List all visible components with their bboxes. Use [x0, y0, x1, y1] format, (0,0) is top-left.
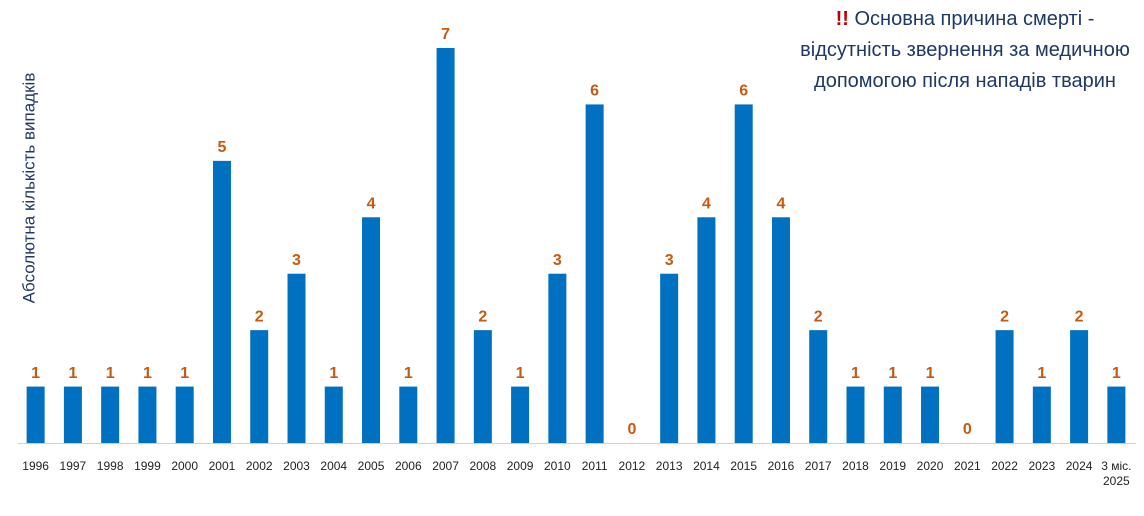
bar: [26, 386, 45, 443]
x-tick-label: 2006: [394, 459, 422, 473]
x-tick-label: 2005: [357, 459, 385, 473]
x-tick-label: 2019: [879, 459, 907, 473]
bar: [436, 48, 455, 443]
x-tick-label: 2014: [693, 459, 720, 473]
bar: [548, 273, 567, 443]
x-tick-label: 2003: [283, 459, 310, 473]
x-tick-label: 2001: [208, 459, 236, 473]
bar: [660, 273, 679, 443]
value-label: 1: [516, 365, 525, 382]
x-tick-label: 2010: [544, 459, 571, 473]
value-label: 2: [1000, 308, 1009, 325]
bar: [63, 386, 82, 443]
x-tick-label: 2024: [1065, 459, 1093, 473]
bar: [697, 217, 716, 443]
x-tick-label: 1997: [59, 459, 87, 473]
value-label: 4: [777, 196, 786, 213]
bar: [846, 386, 865, 443]
bar: [921, 386, 940, 443]
bar: [175, 386, 194, 443]
value-label: 1: [106, 365, 115, 382]
bar: [585, 104, 604, 443]
bar: [883, 386, 902, 443]
value-label: 5: [218, 139, 227, 156]
x-tick-label: 2012: [618, 459, 646, 473]
value-label: 1: [888, 365, 897, 382]
value-label: 4: [702, 196, 711, 213]
bar: [324, 386, 343, 443]
value-label: 1: [926, 365, 935, 382]
value-label: 2: [814, 308, 823, 325]
bar: [995, 330, 1014, 443]
x-tick-label: 2017: [804, 459, 832, 473]
bar: [1032, 386, 1051, 443]
bar: [250, 330, 269, 443]
x-tick-label: 2018: [842, 459, 869, 473]
value-label: 0: [963, 421, 972, 438]
value-label: 6: [590, 83, 599, 100]
annotation-marker: !!: [835, 8, 849, 30]
x-tick-label: 2013: [655, 459, 683, 473]
x-tick-label: 3 міс. 2025: [1101, 459, 1132, 488]
value-label: 0: [627, 421, 636, 438]
x-tick-label: 1996: [22, 459, 49, 473]
value-label: 1: [68, 365, 77, 382]
value-label: 1: [1112, 365, 1121, 382]
annotation: !! Основна причина смерті - відсутність …: [800, 4, 1130, 97]
x-tick-label: 2008: [469, 459, 497, 473]
value-label: 1: [404, 365, 413, 382]
x-tick-label: 2011: [581, 459, 608, 473]
bar: [511, 386, 530, 443]
value-label: 1: [851, 365, 860, 382]
bar: [287, 273, 306, 443]
value-label: 2: [478, 308, 487, 325]
value-label: 3: [665, 252, 674, 269]
bar: [734, 104, 753, 443]
x-tick-label: 2020: [916, 459, 944, 473]
value-label: 7: [441, 26, 450, 43]
y-axis-label: Абсолютна кількість випадків: [19, 73, 38, 304]
value-label: 3: [292, 252, 301, 269]
bar: [1107, 386, 1126, 443]
value-label: 2: [1075, 308, 1084, 325]
bar: [771, 217, 790, 443]
value-label: 3: [553, 252, 562, 269]
x-tick-label: 2009: [506, 459, 534, 473]
x-tick-label: 2023: [1028, 459, 1056, 473]
value-label: 4: [367, 196, 376, 213]
x-tick-label: 2016: [767, 459, 795, 473]
x-tick-label: 1999: [134, 459, 161, 473]
bar: [212, 160, 231, 443]
bar: [473, 330, 492, 443]
value-label: 6: [739, 83, 748, 100]
bar: [362, 217, 381, 443]
bar: [101, 386, 120, 443]
bar: [809, 330, 828, 443]
bar: [399, 386, 418, 443]
x-tick-label: 1998: [96, 459, 124, 473]
value-label: 1: [1037, 365, 1046, 382]
x-tick-label: 2004: [320, 459, 348, 473]
bar: [1070, 330, 1089, 443]
annotation-text: Основна причина смерті - відсутність зве…: [800, 8, 1130, 92]
x-tick-label: 2002: [245, 459, 273, 473]
x-tick-label: 2000: [171, 459, 199, 473]
value-label: 1: [329, 365, 338, 382]
value-label: 2: [255, 308, 264, 325]
x-tick-label: 2021: [953, 459, 981, 473]
bar: [138, 386, 157, 443]
value-label: 1: [143, 365, 152, 382]
value-label: 1: [31, 365, 40, 382]
x-tick-label: 2007: [432, 459, 459, 473]
x-tick-label: 2015: [730, 459, 758, 473]
x-tick-label: 2022: [991, 459, 1018, 473]
value-label: 1: [180, 365, 189, 382]
